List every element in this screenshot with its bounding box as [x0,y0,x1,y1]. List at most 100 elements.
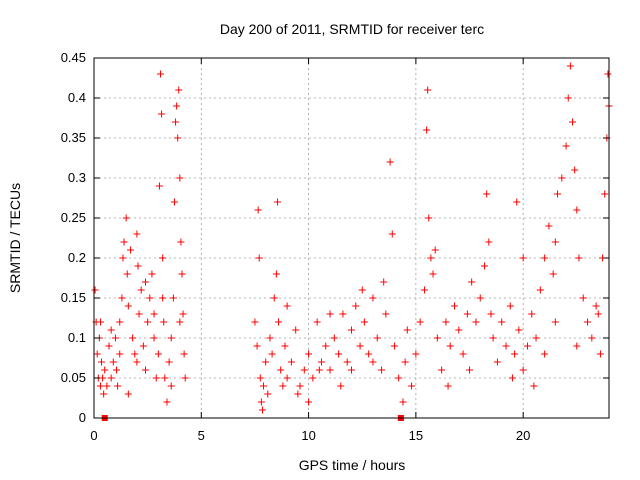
data-point [167,382,175,390]
data-point [103,382,111,390]
data-point [433,334,441,342]
data-point [369,294,377,302]
data-point [253,342,261,350]
y-axis-label: SRMTID / TECUs [7,183,23,293]
data-point [523,342,531,350]
data-point [380,278,388,286]
plot-frame [93,57,610,419]
data-point [107,374,115,382]
data-point [96,318,104,326]
data-point [159,294,167,302]
data-point [420,286,428,294]
data-point [352,302,360,310]
data-point [254,206,262,214]
data-point [592,302,600,310]
data-point [154,350,162,358]
data-point [131,350,139,358]
x-tick-label: 15 [409,428,423,443]
data-point [105,342,113,350]
data-point [126,246,134,254]
data-point [481,262,489,270]
data-point [93,350,101,358]
data-point [176,174,184,182]
data-point [498,318,506,326]
data-point [266,334,274,342]
data-point [485,238,493,246]
data-point [566,62,574,70]
data-point [489,334,497,342]
data-point [296,382,304,390]
data-point [451,302,458,310]
data-point [142,366,149,374]
data-point [551,238,559,246]
data-point [575,254,583,262]
data-point [109,358,117,366]
data-point [305,398,313,406]
data-point [124,302,132,310]
data-point [549,270,557,278]
y-tick-label: 0.3 [68,170,86,185]
data-point [373,334,381,342]
x-tick-label: 0 [90,428,97,443]
data-point [255,254,263,262]
data-point [403,326,411,334]
data-point [326,366,334,374]
data-point [270,294,278,302]
data-point [348,366,355,374]
y-tick-label: 0 [79,410,86,425]
data-point [569,118,577,126]
data-point [446,342,454,350]
data-point [116,318,124,326]
data-point [536,286,544,294]
data-point [519,366,527,374]
y-tick-label: 0.45 [61,50,86,65]
data-point [167,334,175,342]
data-point [294,390,302,398]
data-point [134,262,142,270]
data-point [528,310,536,318]
data-point [343,358,351,366]
data-point [122,214,130,222]
data-point [113,366,121,374]
data-point [118,294,126,302]
data-point [530,382,538,390]
data-point [176,318,184,326]
data-point [541,254,549,262]
data-point [511,350,519,358]
data-point [178,270,186,278]
data-point [315,366,323,374]
data-point [395,374,403,382]
data-point [601,190,609,198]
data-point [100,390,108,398]
data-point [120,238,128,246]
data-point [180,350,188,358]
data-point [562,142,570,150]
data-point [150,334,158,342]
data-point [158,110,166,118]
data-point [292,326,300,334]
data-point [146,294,154,302]
data-point [429,270,437,278]
data-point [165,358,173,366]
y-tick-label: 0.15 [61,290,86,305]
data-point [287,358,295,366]
data-point [571,166,579,174]
data-point [262,358,270,366]
data-point [326,310,334,318]
data-point [258,406,266,414]
data-point [264,390,272,398]
y-tick-label: 0.05 [61,370,86,385]
data-point [573,206,581,214]
y-tick-label: 0.1 [68,330,86,345]
y-tick-label: 0.4 [68,90,86,105]
data-point [424,86,432,94]
data-point [159,254,167,262]
data-point [515,326,523,334]
data-point [506,302,514,310]
data-point [493,358,501,366]
data-point [150,310,158,318]
data-point [169,294,177,302]
data-point [483,190,491,198]
data-point [139,342,147,350]
